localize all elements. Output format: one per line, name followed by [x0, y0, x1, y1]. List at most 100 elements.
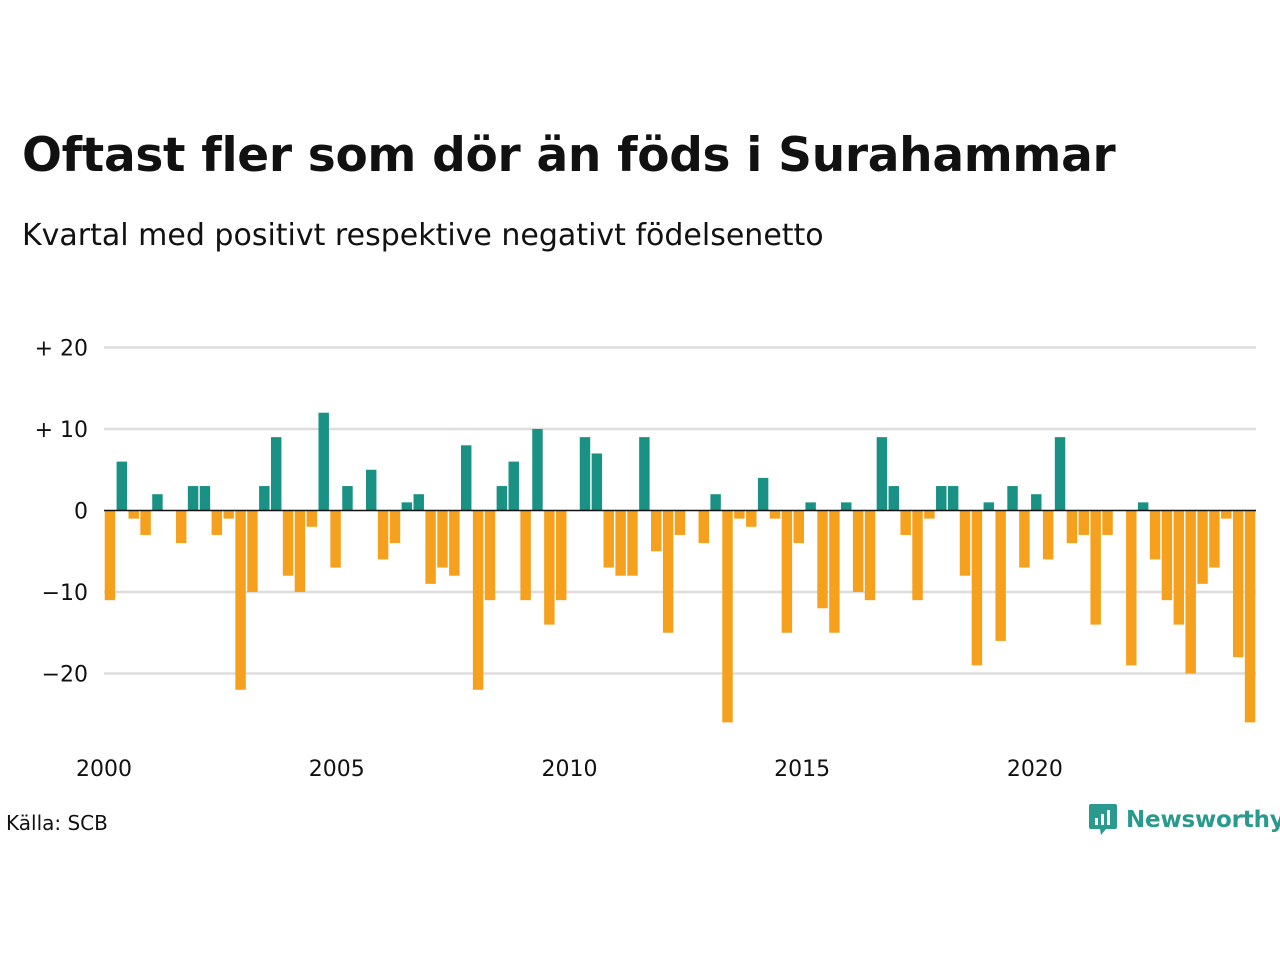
bar-2016-k3 [888, 486, 899, 511]
bar-2015-k4 [852, 510, 864, 592]
bar-2017-k1 [912, 510, 923, 601]
bar-2023-k1 [1197, 510, 1208, 584]
bar-2002-k2 [211, 510, 223, 535]
bar-2008-k3 [508, 461, 519, 511]
bar-2022-k4 [1185, 510, 1196, 674]
bar-2021-k4 [1137, 502, 1149, 511]
bar-2018-k2 [971, 510, 983, 666]
bar-2001-k4 [187, 486, 199, 511]
newsworthy-logo-icon [1089, 804, 1117, 835]
x-tick-label: 2000 [76, 757, 132, 782]
bar-2021-k1 [1102, 510, 1113, 535]
x-tick-label: 2005 [309, 757, 365, 782]
bar-2019-k1 [1007, 486, 1018, 511]
bar-2012-k4 [710, 494, 721, 511]
bar-2020-k1 [1054, 437, 1066, 511]
bar-2001-k1 [152, 494, 163, 511]
source-note: Källa: SCB [6, 811, 108, 835]
bar-2006-k4 [425, 510, 436, 584]
x-tick-label: 2010 [541, 757, 597, 782]
chart-title: Oftast fler som dör än föds i Surahammar [22, 128, 1116, 183]
y-tick-label: 0 [74, 500, 88, 525]
y-tick-label: + 20 [35, 337, 88, 362]
bar-2015-k3 [841, 502, 852, 511]
bar-2013-k2 [734, 510, 745, 519]
bar-2006-k1 [389, 510, 401, 544]
bar-2015-k2 [829, 510, 840, 633]
bar-2000-k3 [128, 510, 139, 519]
bar-2000-k4 [140, 510, 151, 535]
bar-2018-k1 [959, 510, 971, 576]
x-tick-label: 2015 [774, 757, 830, 782]
bar-2003-k2 [259, 486, 270, 511]
bar-2019-k2 [1019, 510, 1030, 568]
y-tick-label: + 10 [35, 418, 88, 443]
bar-2011-k1 [627, 510, 638, 576]
bar-2000-k1 [104, 510, 116, 601]
bar-chart: + 20 + 10 0 −10 −20 2000 2005 2010 2015 2020 [35, 337, 1256, 782]
bar-2007-k2 [449, 510, 460, 576]
bar-2002-k3 [223, 510, 234, 519]
x-tick-label: 2020 [1007, 757, 1063, 782]
bar-2022-k3 [1173, 510, 1185, 625]
bar-2004-k2 [306, 510, 318, 527]
bar-2005-k4 [377, 510, 389, 560]
bar-2011-k2 [639, 437, 650, 511]
bar-2014-k3 [793, 510, 804, 544]
bar-2002-k1 [199, 486, 211, 511]
bar-2014-k2 [781, 510, 793, 633]
bar-2008-k2 [496, 486, 508, 511]
bar-2010-k4 [615, 510, 626, 576]
bar-2018-k3 [983, 502, 995, 511]
bar-2000-k2 [116, 461, 128, 511]
bar-2021-k3 [1126, 510, 1137, 666]
y-tick-label: −20 [42, 663, 88, 688]
bar-2017-k3 [936, 486, 947, 511]
bar-2007-k4 [472, 510, 484, 690]
bar-2015-k1 [817, 510, 828, 609]
bar-2004-k1 [294, 510, 306, 592]
bar-2012-k1 [674, 510, 686, 535]
bar-2008-k1 [484, 510, 496, 601]
bar-2016-k1 [864, 510, 876, 601]
bar-2014-k4 [805, 502, 816, 511]
bar-2003-k4 [282, 510, 294, 576]
bar-2007-k1 [437, 510, 448, 568]
bar-2018-k4 [995, 510, 1006, 641]
bar-2008-k4 [520, 510, 531, 601]
bar-2010-k2 [591, 453, 603, 511]
bar-2012-k3 [698, 510, 709, 544]
bar-2020-k2 [1066, 510, 1078, 544]
bar-2009-k2 [544, 510, 555, 625]
bar-2022-k2 [1161, 510, 1173, 601]
y-axis-labels: + 20 + 10 0 −10 −20 [35, 337, 88, 688]
bar-2023-k4 [1232, 510, 1244, 658]
bar-2020-k4 [1090, 510, 1101, 625]
bar-2005-k3 [365, 469, 377, 511]
x-axis-labels: 2000 2005 2010 2015 2020 [76, 757, 1063, 782]
bar-2001-k3 [175, 510, 187, 544]
bar-2003-k1 [247, 510, 258, 592]
bar-2019-k3 [1031, 494, 1042, 511]
bar-2022-k1 [1149, 510, 1161, 560]
bar-2016-k4 [900, 510, 911, 535]
bar-2006-k3 [413, 494, 424, 511]
y-tick-label: −10 [42, 581, 88, 606]
bar-2019-k4 [1042, 510, 1054, 560]
bar-2011-k3 [651, 510, 662, 552]
bar-2011-k4 [662, 510, 674, 633]
bar-2009-k3 [556, 510, 567, 601]
bar-2003-k3 [270, 437, 282, 511]
bar-2014-k1 [769, 510, 781, 519]
bar-2004-k4 [330, 510, 341, 568]
bar-2002-k4 [235, 510, 246, 690]
chart-subtitle: Kvartal med positivt respektive negativt… [22, 218, 824, 253]
bar-2013-k4 [757, 477, 769, 511]
bar-2017-k2 [924, 510, 935, 519]
newsworthy-brand[interactable]: Newsworthy [1088, 803, 1280, 837]
bar-2010-k3 [603, 510, 614, 568]
bar-2005-k1 [342, 486, 353, 511]
bar-2013-k3 [746, 510, 757, 527]
bar-2013-k1 [722, 510, 733, 723]
bar-2009-k1 [532, 429, 543, 511]
